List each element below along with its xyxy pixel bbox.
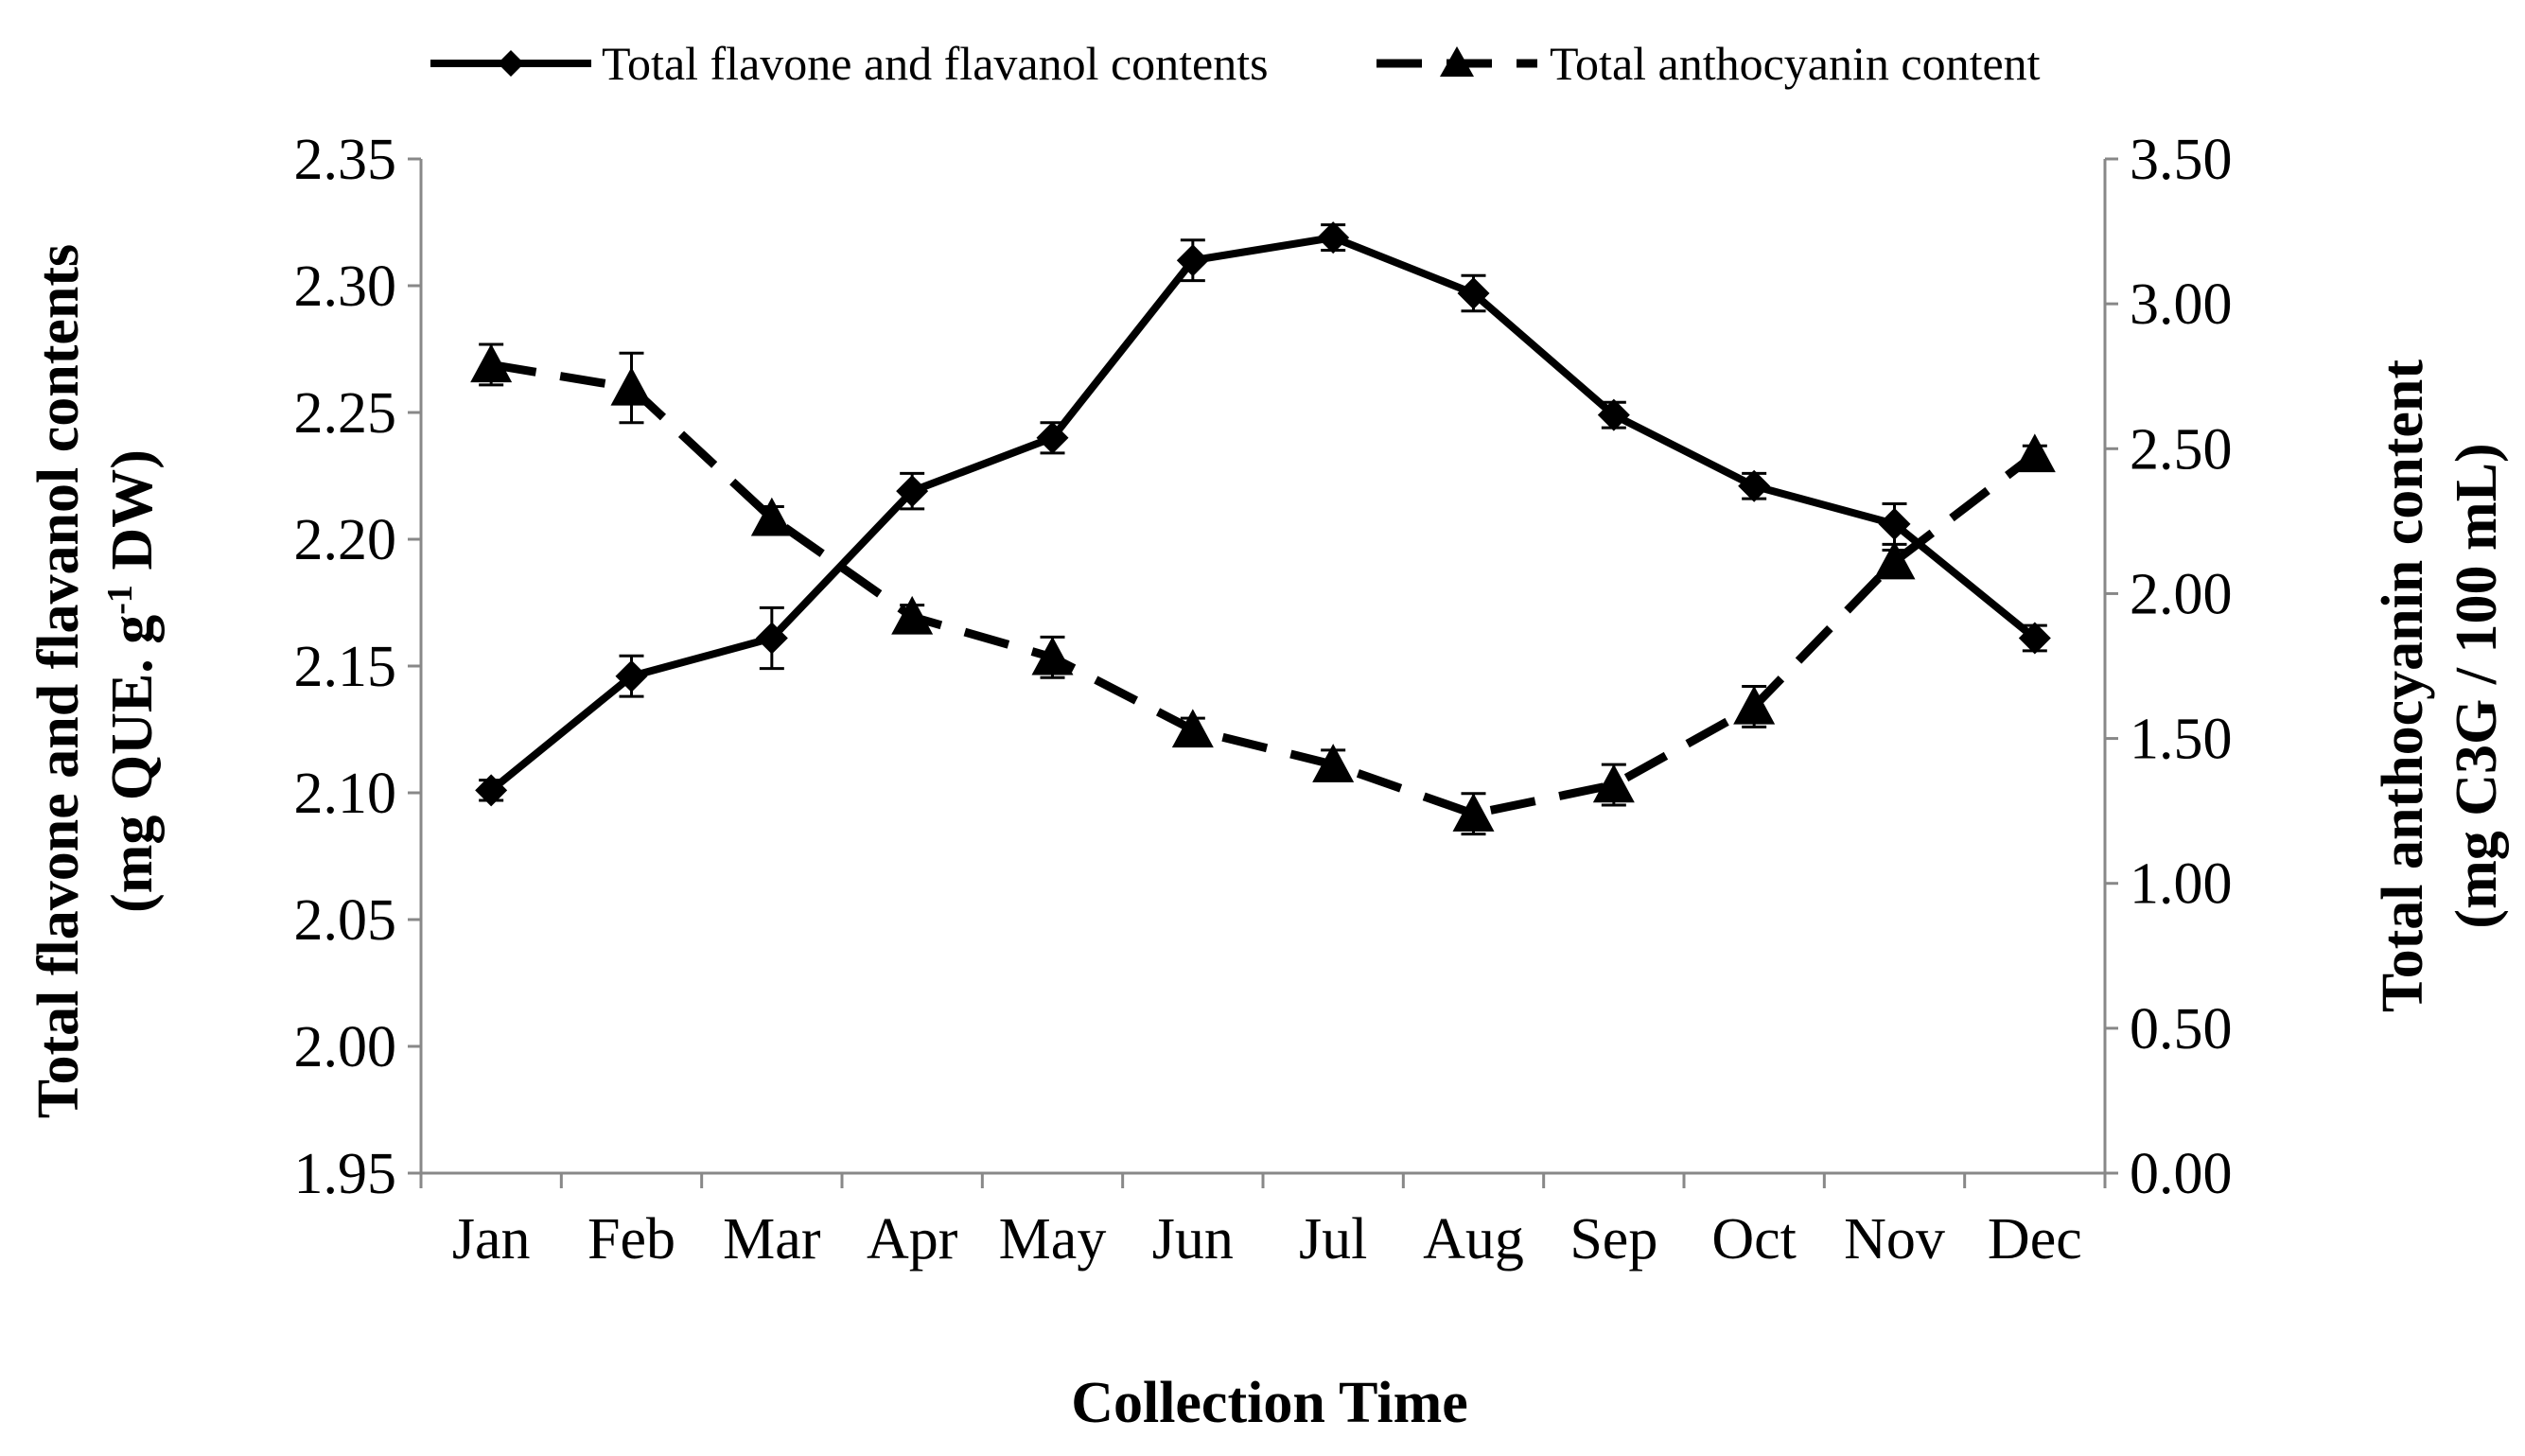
x-tick-label: Sep xyxy=(1569,1207,1657,1272)
data-point-diamond xyxy=(1597,398,1630,431)
series-line xyxy=(490,360,2038,818)
data-point-triangle xyxy=(1733,685,1776,725)
data-point-diamond xyxy=(1738,469,1771,502)
x-tick-label: May xyxy=(999,1207,1107,1272)
data-point-diamond xyxy=(896,475,929,508)
right-y-tick-label: 0.00 xyxy=(2130,1142,2233,1206)
data-point-diamond xyxy=(1176,244,1209,277)
data-point-diamond xyxy=(1317,221,1350,254)
right-y-tick-label: 2.00 xyxy=(2130,562,2233,626)
data-point-diamond xyxy=(1036,421,1069,454)
x-axis: Jan Feb Mar Apr May Jun Jul Aug Sep Oct Nov Dec xyxy=(419,1171,2107,1272)
x-tick-label: Aug xyxy=(1423,1207,1524,1272)
series-line xyxy=(488,234,2038,794)
right-y-axis-title-line2: (mg C3G / 100 mL) xyxy=(2445,443,2509,928)
right-y-axis-title-line1: Total anthocyanin content xyxy=(2371,360,2435,1012)
x-tick-label: Nov xyxy=(1844,1207,1945,1272)
left-y-tick-label: 2.00 xyxy=(294,1015,397,1079)
data-point-triangle xyxy=(1031,636,1074,675)
legend: Total flavone and flavanol contents Total… xyxy=(430,37,2041,90)
x-tick-label: Jun xyxy=(1152,1207,1234,1272)
data-point-diamond xyxy=(475,774,508,807)
series-layer xyxy=(470,221,2056,836)
right-y-tick-label: 1.50 xyxy=(2130,708,2233,772)
left-y-tick-label: 2.35 xyxy=(294,128,397,192)
legend-label-series-1: Total flavone and flavanol contents xyxy=(602,37,1269,90)
data-point-triangle xyxy=(2013,433,2056,473)
data-point-triangle xyxy=(1873,540,1916,580)
data-point-triangle xyxy=(1312,744,1355,782)
left-y-tick-label: 1.95 xyxy=(294,1142,397,1206)
data-point-diamond xyxy=(615,659,648,693)
left-y-tick-label: 2.10 xyxy=(294,762,397,826)
right-y-tick-label: 3.50 xyxy=(2130,128,2233,192)
right-y-tick-label: 3.00 xyxy=(2130,272,2233,337)
series-2 xyxy=(470,342,2056,836)
x-tick-label: Apr xyxy=(867,1207,958,1272)
data-point-triangle xyxy=(1452,793,1495,832)
left-y-axis-title-line2: (mg QUE. g-1 DW) xyxy=(100,449,165,913)
data-point-triangle xyxy=(610,366,653,406)
x-tick-label: Jan xyxy=(452,1207,531,1272)
right-y-tick-label: 2.50 xyxy=(2130,417,2233,482)
data-point-diamond xyxy=(1457,277,1490,310)
data-point-triangle xyxy=(1592,763,1635,803)
series-1 xyxy=(475,221,2051,807)
legend-marker-diamond xyxy=(498,50,524,77)
legend-label-series-2: Total anthocyanin content xyxy=(1550,37,2041,90)
left-y-axis: 1.95 2.00 2.05 2.10 2.15 2.20 2.25 2.30 2.35 xyxy=(294,128,423,1206)
data-point-diamond xyxy=(2018,622,2051,655)
data-point-triangle xyxy=(1171,709,1214,748)
data-point-diamond xyxy=(1878,507,1911,540)
legend-marker-triangle xyxy=(1440,46,1474,77)
right-y-tick-label: 0.50 xyxy=(2130,997,2233,1061)
data-point-triangle xyxy=(891,595,934,635)
x-axis-title: Collection Time xyxy=(1071,1371,1468,1435)
x-tick-label: Jul xyxy=(1299,1207,1367,1272)
left-y-axis-title-line1: Total flavone and flavanol contents xyxy=(26,244,91,1118)
right-y-axis: 0.00 0.50 1.00 1.50 2.00 2.50 3.00 3.50 xyxy=(2103,128,2233,1206)
right-y-tick-label: 1.00 xyxy=(2130,852,2233,917)
left-y-tick-label: 2.30 xyxy=(294,254,397,319)
data-point-diamond xyxy=(755,622,788,655)
left-y-tick-label: 2.05 xyxy=(294,888,397,953)
x-tick-label: Dec xyxy=(1988,1207,2082,1272)
data-point-triangle xyxy=(750,497,793,536)
x-tick-label: Oct xyxy=(1711,1207,1797,1272)
x-tick-label: Mar xyxy=(723,1207,821,1272)
x-tick-label: Feb xyxy=(587,1207,675,1272)
left-y-tick-label: 2.15 xyxy=(294,635,397,699)
data-point-triangle xyxy=(470,343,513,383)
left-y-tick-label: 2.25 xyxy=(294,381,397,446)
left-y-tick-label: 2.20 xyxy=(294,508,397,572)
